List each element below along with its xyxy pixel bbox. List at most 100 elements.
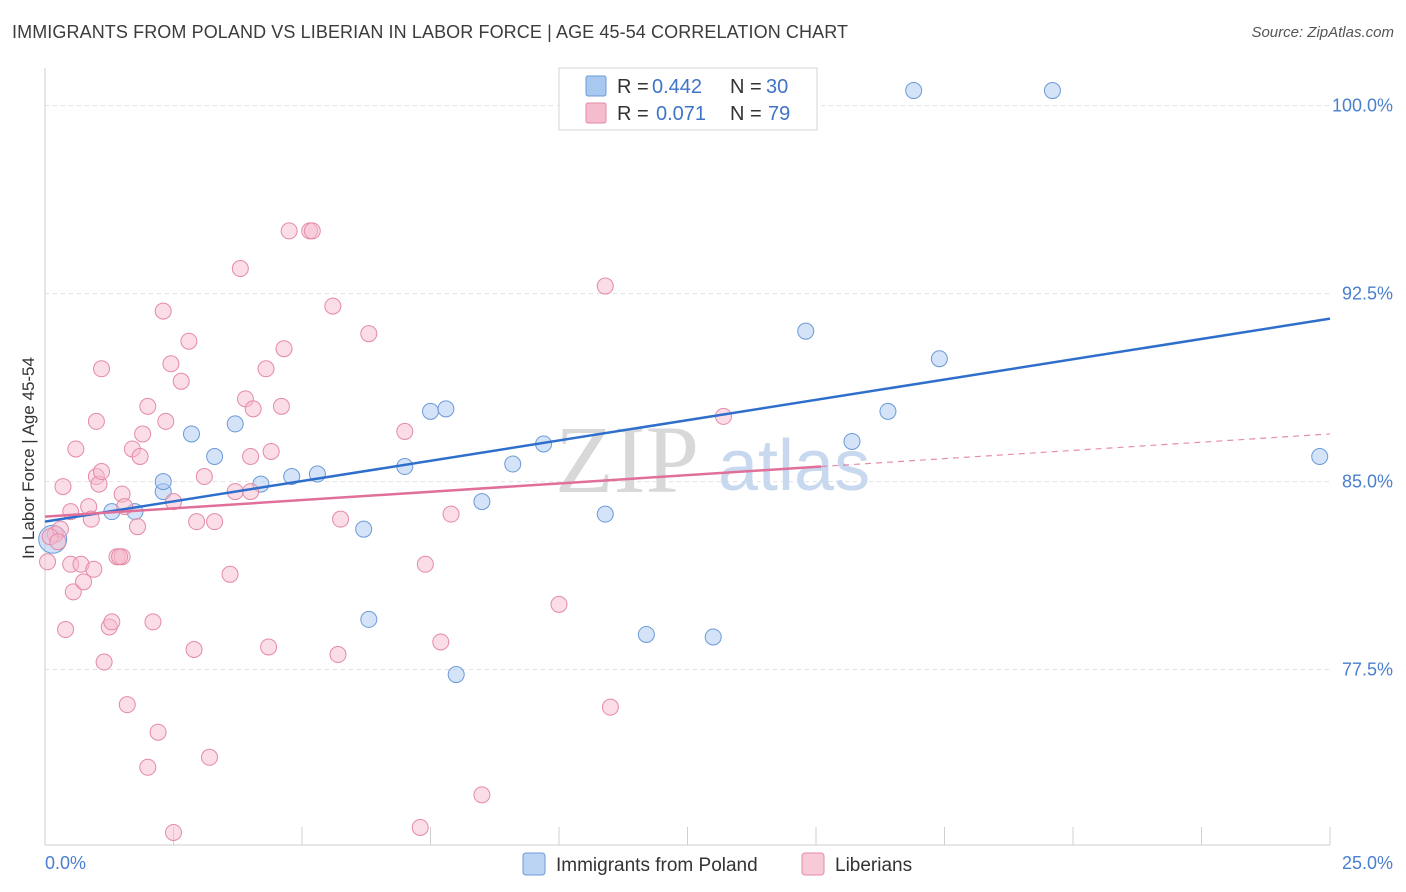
liberians-point-10 <box>75 573 93 591</box>
liberians-point-8 <box>67 440 85 458</box>
liberians-point-46 <box>206 513 224 531</box>
liberians-point-49 <box>231 260 249 278</box>
liberians-point-28 <box>129 518 147 536</box>
liberians-point-32 <box>139 758 157 776</box>
legend-r-value-liberians: 0.071 <box>656 103 706 125</box>
legend-n-label-poland: N = <box>730 76 762 98</box>
poland-point-18 <box>504 455 522 473</box>
poland-point-23 <box>797 322 815 340</box>
poland-point-24 <box>843 432 861 450</box>
x-tick-label-1: 25.0% <box>1342 853 1393 873</box>
liberians-point-30 <box>134 425 152 443</box>
liberians-point-66 <box>396 422 414 440</box>
watermark-zip: ZIP <box>555 406 699 513</box>
liberians-point-64 <box>332 510 350 528</box>
watermark: ZIP atlas <box>555 406 870 513</box>
poland-point-15 <box>437 400 455 418</box>
series-legend: Immigrants from Poland Liberians <box>522 852 912 876</box>
poland-point-21 <box>637 625 655 643</box>
poland-point-20 <box>596 505 614 523</box>
poland-point-11 <box>355 520 373 538</box>
liberians-point-57 <box>272 397 290 415</box>
poland-point-17 <box>473 493 491 511</box>
trend-lines <box>44 317 1331 523</box>
liberians-point-53 <box>244 400 262 418</box>
legend-r-value-poland: 0.442 <box>652 76 702 98</box>
liberians-point-39 <box>165 823 182 841</box>
liberians-point-63 <box>329 646 347 664</box>
liberians-point-13 <box>85 560 103 578</box>
liberians-point-77 <box>49 533 67 551</box>
poland-point-6 <box>206 448 224 465</box>
stats-legend: R = 0.442 N = 30 R = 0.071 N = 79 <box>558 67 818 131</box>
tick-labels: 77.5% 85.0% 92.5% 100.0% 0.0% 25.0% <box>45 96 1393 873</box>
liberians-point-68 <box>416 555 434 573</box>
series-legend-swatch-poland <box>522 852 546 876</box>
data-points <box>38 82 1329 841</box>
liberians-point-58 <box>275 340 293 358</box>
legend-swatch-liberians <box>585 102 607 124</box>
liberians-point-61 <box>303 222 321 240</box>
liberians-point-69 <box>432 633 450 651</box>
y-tick-label-1: 85.0% <box>1342 472 1393 492</box>
liberians-point-21 <box>103 613 121 631</box>
liberians-point-59 <box>280 222 298 240</box>
liberians-point-78 <box>111 548 129 566</box>
poland-point-5 <box>182 425 200 443</box>
legend-swatch-poland <box>585 75 607 97</box>
poland-point-12 <box>360 610 378 628</box>
poland-point-26 <box>905 82 923 100</box>
series-legend-label-liberians: Liberians <box>835 855 912 876</box>
liberians-point-34 <box>149 723 167 741</box>
liberians-point-54 <box>257 360 275 378</box>
legend-n-value-poland: 30 <box>766 76 788 98</box>
liberians-point-15 <box>87 412 105 430</box>
series-legend-label-poland: Immigrants from Poland <box>556 855 758 876</box>
y-tick-label-0: 77.5% <box>1342 660 1393 680</box>
liberians-point-71 <box>473 786 491 804</box>
liberians-point-43 <box>188 513 206 531</box>
liberians-point-52 <box>242 483 260 501</box>
liberians-trend-line <box>44 465 822 518</box>
liberians-point-73 <box>596 277 614 295</box>
poland-point-27 <box>930 350 948 368</box>
x-tick-label-0: 0.0% <box>45 853 86 873</box>
poland-point-14 <box>422 402 439 420</box>
liberians-point-19 <box>95 653 113 671</box>
legend-r-label-liberians: R = <box>617 103 649 125</box>
liberians-point-72 <box>550 595 568 613</box>
liberians-point-29 <box>131 448 149 465</box>
liberians-point-62 <box>324 297 342 315</box>
liberians-point-31 <box>139 397 157 415</box>
liberians-point-51 <box>242 448 260 465</box>
liberians-point-36 <box>157 412 175 430</box>
liberians-point-26 <box>118 696 136 714</box>
liberians-point-37 <box>162 355 180 373</box>
liberians-point-45 <box>200 748 218 766</box>
poland-point-7 <box>226 415 244 433</box>
liberians-point-35 <box>154 302 172 320</box>
liberians-point-65 <box>360 325 378 343</box>
liberians-point-0 <box>39 553 57 571</box>
legend-n-label-liberians: N = <box>730 103 762 125</box>
liberians-point-74 <box>601 698 619 716</box>
poland-point-16 <box>447 666 465 684</box>
poland-trend-line <box>44 317 1331 523</box>
liberians-point-70 <box>442 505 460 523</box>
liberians-point-40 <box>172 372 190 390</box>
legend-r-label-poland: R = <box>617 76 649 98</box>
liberians-point-7 <box>64 583 82 601</box>
liberians-trend-extension <box>821 433 1331 468</box>
chart-title: IMMIGRANTS FROM POLAND VS LIBERIAN IN LA… <box>12 22 849 42</box>
liberians-point-17 <box>93 463 111 481</box>
liberians-point-47 <box>221 565 239 583</box>
liberians-point-41 <box>180 332 198 350</box>
liberians-point-4 <box>57 620 75 638</box>
liberians-point-67 <box>411 818 429 836</box>
liberians-point-3 <box>54 478 72 496</box>
liberians-point-56 <box>262 442 280 460</box>
liberians-point-44 <box>195 468 213 486</box>
liberians-point-33 <box>144 613 162 631</box>
liberians-point-18 <box>93 360 111 378</box>
